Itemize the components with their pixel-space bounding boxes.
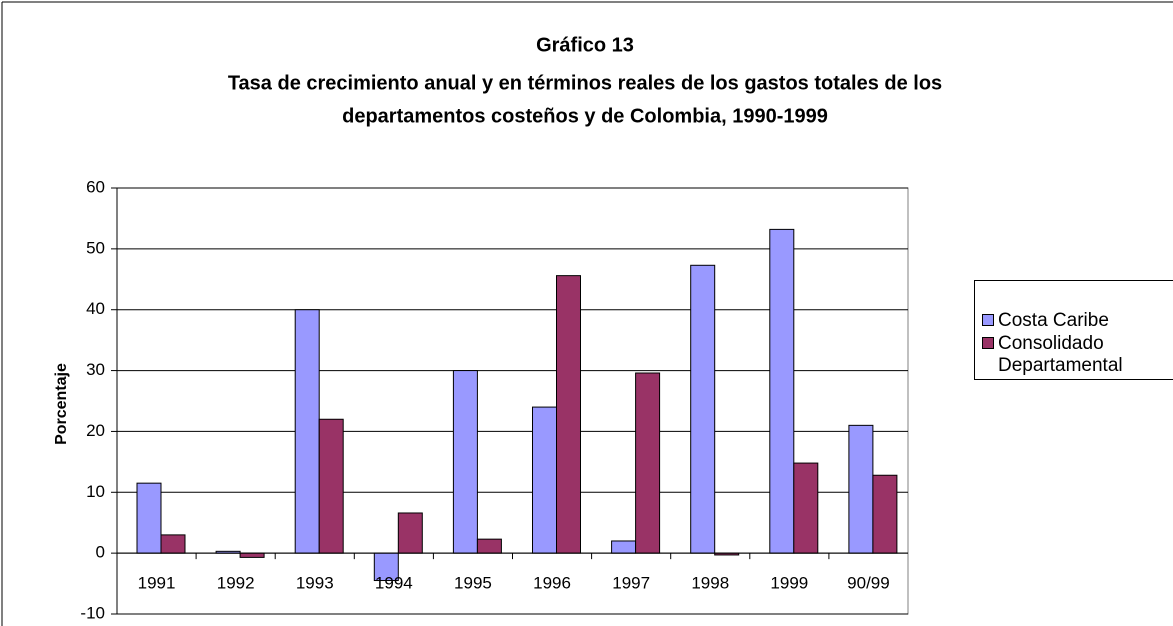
bar <box>769 228 795 554</box>
bar <box>635 372 661 554</box>
y-tick-label: 10 <box>86 482 105 501</box>
y-tick-label: -10 <box>80 603 105 622</box>
legend-label: Consolidado Departamental <box>998 333 1123 376</box>
bar <box>476 538 502 554</box>
x-tick-label: 1993 <box>296 574 334 593</box>
y-tick-label: 30 <box>86 360 105 379</box>
bar <box>532 406 557 554</box>
x-tick-label: 1995 <box>454 574 492 593</box>
bar <box>373 552 399 582</box>
x-tick-label: 1999 <box>770 574 808 593</box>
bar <box>611 540 637 554</box>
x-tick-label: 1996 <box>533 574 571 593</box>
bar <box>556 275 581 554</box>
bar <box>397 512 423 554</box>
legend: Costa Caribe Consolidado Departamental <box>974 280 1173 380</box>
bar <box>848 424 874 554</box>
y-tick-label: 0 <box>96 543 105 562</box>
y-tick-label: 60 <box>86 177 105 196</box>
chart-subtitle: departamentos costeños y de Colombia, 19… <box>342 105 828 127</box>
legend-label: Costa Caribe <box>998 310 1109 331</box>
bar <box>872 474 898 554</box>
legend-entry: Consolidado Departamental <box>982 333 1148 377</box>
chart-subtitle: Tasa de crecimiento anual y en términos … <box>228 72 942 94</box>
x-tick-label: 1992 <box>217 574 255 593</box>
legend-entry: Costa Caribe <box>982 310 1148 332</box>
y-axis-label: Porcentaje <box>53 363 70 445</box>
x-tick-label: 90/99 <box>847 574 890 593</box>
bar <box>318 418 344 554</box>
bar <box>136 482 162 554</box>
bar <box>160 534 186 554</box>
chart-title: Gráfico 13 <box>536 34 634 56</box>
legend-swatch <box>982 314 994 326</box>
y-tick-label: 40 <box>86 299 105 318</box>
bar <box>294 309 320 554</box>
y-tick-label: 20 <box>86 421 105 440</box>
x-tick-label: 1991 <box>138 574 176 593</box>
y-tick-label: 50 <box>86 238 105 257</box>
x-tick-label: 1997 <box>612 574 650 593</box>
x-tick-label: 1998 <box>691 574 729 593</box>
legend-swatch <box>982 337 994 349</box>
bar <box>452 370 478 554</box>
x-tick-label: 1994 <box>375 574 413 593</box>
bar <box>239 552 265 558</box>
bar <box>793 462 819 554</box>
bar <box>690 264 716 554</box>
